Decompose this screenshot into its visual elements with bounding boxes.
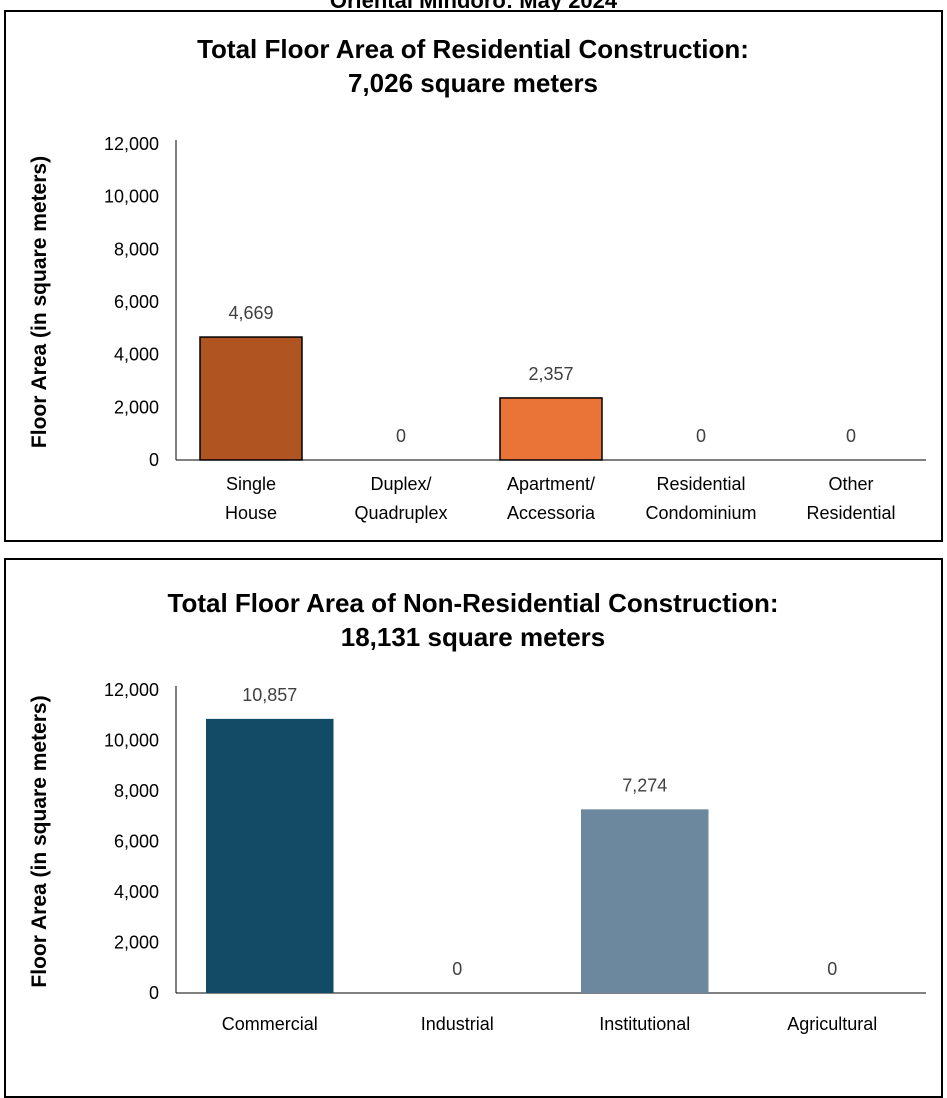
non-residential-y-tick-label: 6,000 — [114, 832, 159, 852]
residential-chart-title-line-1: Total Floor Area of Residential Construc… — [197, 34, 749, 64]
residential-y-tick-label: 2,000 — [114, 397, 159, 417]
residential-data-label: 0 — [846, 426, 856, 446]
residential-y-tick-label: 6,000 — [114, 292, 159, 312]
non-residential-y-tick-label: 12,000 — [104, 680, 159, 700]
non-residential-y-tick-label: 4,000 — [114, 882, 159, 902]
non-residential-chart-title-line-1: Total Floor Area of Non-Residential Cons… — [168, 588, 779, 618]
residential-y-tick-label: 4,000 — [114, 345, 159, 365]
residential-y-tick-label: 10,000 — [104, 187, 159, 207]
non-residential-chart: Total Floor Area of Non-Residential Cons… — [28, 588, 926, 1034]
residential-category-label: Other Residential — [806, 474, 895, 523]
residential-chart: Total Floor Area of Residential Construc… — [28, 34, 926, 523]
residential-data-label: 4,669 — [228, 303, 273, 323]
page-heading: Oriental Mindoro: May 2024 — [329, 0, 618, 13]
non-residential-data-label: 0 — [452, 959, 462, 979]
residential-y-tick-label: 8,000 — [114, 239, 159, 259]
non-residential-y-tick-label: 2,000 — [114, 933, 159, 953]
non-residential-category-label: Commercial — [222, 1014, 318, 1034]
non-residential-bar — [581, 809, 709, 993]
residential-data-label: 0 — [396, 426, 406, 446]
non-residential-data-label: 10,857 — [242, 685, 297, 705]
non-residential-data-label: 7,274 — [622, 775, 667, 795]
residential-y-axis-title: Floor Area (in square meters) — [28, 156, 51, 448]
residential-y-tick-label: 0 — [149, 450, 159, 470]
residential-category-label: Apartment/Accessoria — [507, 474, 596, 523]
non-residential-category-label: Industrial — [421, 1014, 494, 1034]
non-residential-category-label: Institutional — [599, 1014, 690, 1034]
residential-category-label: Single House — [225, 474, 277, 523]
residential-y-tick-label: 12,000 — [104, 134, 159, 154]
non-residential-bar — [206, 718, 334, 993]
non-residential-y-axis-title: Floor Area (in square meters) — [28, 695, 51, 987]
residential-data-label: 0 — [696, 426, 706, 446]
non-residential-chart-title-line-2: 18,131 square meters — [341, 622, 606, 652]
residential-data-label: 2,357 — [528, 364, 573, 384]
non-residential-y-tick-label: 10,000 — [104, 731, 159, 751]
residential-bar — [199, 336, 303, 461]
residential-bar — [499, 397, 603, 461]
non-residential-category-label: Agricultural — [787, 1014, 877, 1034]
non-residential-chart-panel: Total Floor Area of Non-Residential Cons… — [4, 558, 943, 1098]
residential-chart-panel: Total Floor Area of Residential Construc… — [4, 10, 943, 542]
non-residential-y-tick-label: 0 — [149, 983, 159, 1003]
residential-category-label: Residential Condominium — [645, 474, 756, 523]
non-residential-data-label: 0 — [827, 959, 837, 979]
non-residential-y-tick-label: 8,000 — [114, 781, 159, 801]
residential-chart-title-line-2: 7,026 square meters — [348, 68, 598, 98]
residential-category-label: Duplex/Quadruplex — [354, 474, 447, 523]
